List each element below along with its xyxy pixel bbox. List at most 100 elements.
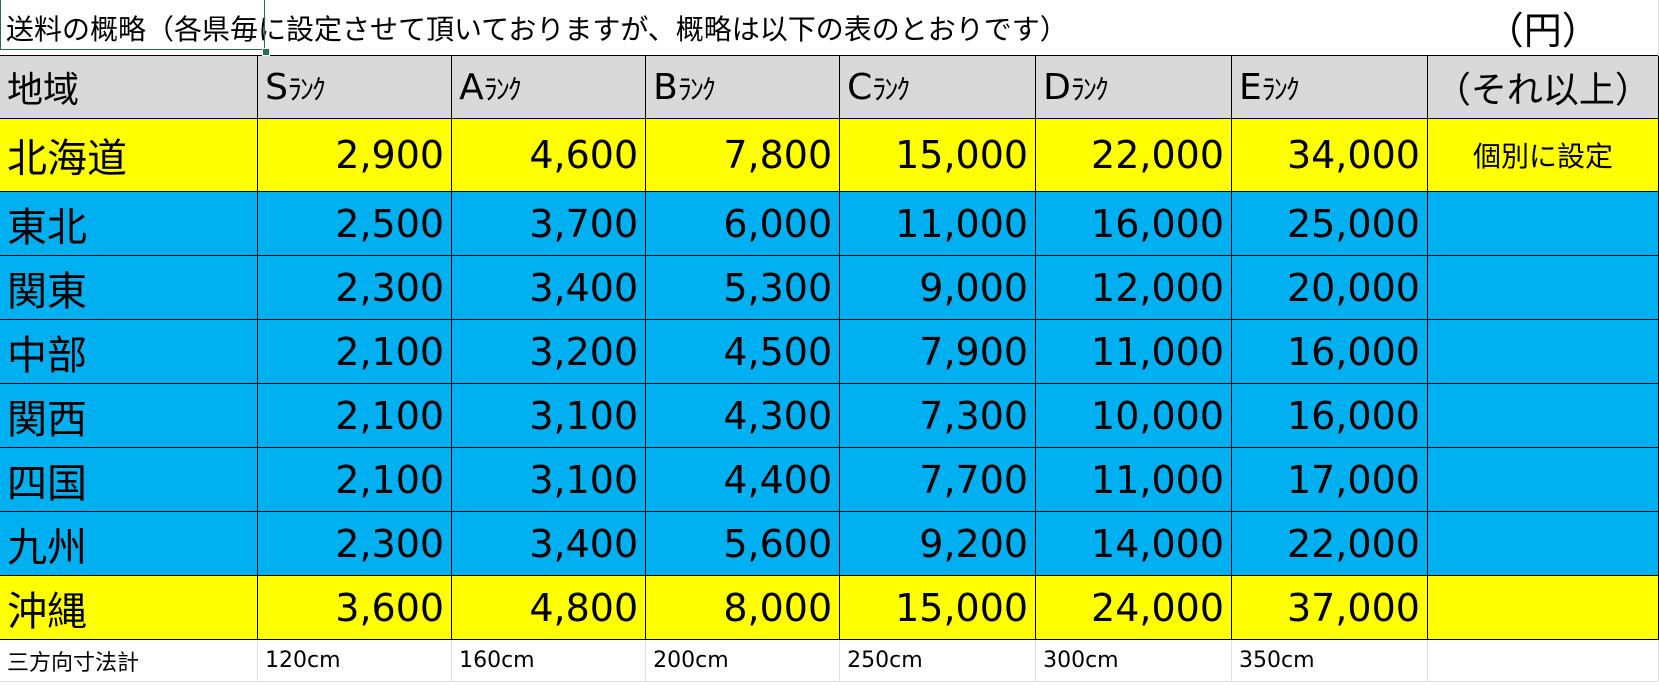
note-cell[interactable] [1426,319,1659,384]
fee-cell[interactable]: 9,000 [839,255,1037,320]
fee-cell[interactable]: 37,000 [1231,575,1428,640]
fee-cell[interactable]: 9,200 [839,511,1037,576]
fee-cell[interactable]: 11,000 [1035,447,1232,512]
size-cell[interactable]: 250cm [839,639,1037,682]
fee-cell[interactable]: 7,800 [645,118,841,192]
header-rank-b[interactable]: Bﾗﾝｸ [645,55,841,119]
fee-cell[interactable]: 24,000 [1035,575,1232,640]
note-cell[interactable]: 個別に設定 [1426,118,1659,192]
fee-cell[interactable]: 16,000 [1231,319,1428,384]
region-cell[interactable]: 中部 [0,319,259,384]
fee-cell[interactable]: 4,500 [645,319,841,384]
note-cell[interactable] [1426,255,1659,320]
unit-label[interactable]: （円） [1427,0,1659,56]
rank-letter: D [1043,66,1071,108]
size-cell[interactable]: 300cm [1035,639,1232,682]
fee-cell[interactable]: 25,000 [1231,191,1428,256]
fee-cell[interactable]: 20,000 [1231,255,1428,320]
region-cell[interactable]: 沖縄 [0,575,259,640]
table-row: 北海道 2,900 4,600 7,800 15,000 22,000 34,0… [0,118,1659,192]
region-cell[interactable]: 九州 [0,511,259,576]
table-row: 九州 2,300 3,400 5,600 9,200 14,000 22,000 [0,511,1659,576]
fee-cell[interactable]: 6,000 [645,191,841,256]
fee-cell[interactable]: 16,000 [1231,383,1428,448]
header-rank-e[interactable]: Eﾗﾝｸ [1231,55,1428,119]
note-cell[interactable] [1426,191,1659,256]
fee-cell[interactable]: 16,000 [1035,191,1232,256]
fee-cell[interactable]: 4,300 [645,383,841,448]
header-region[interactable]: 地域 [0,55,259,119]
header-above[interactable]: （それ以上） [1426,55,1659,119]
fill-handle[interactable] [262,48,270,56]
fee-cell[interactable]: 3,400 [451,255,647,320]
region-cell[interactable]: 四国 [0,447,259,512]
note-cell[interactable] [1426,447,1659,512]
fee-cell[interactable]: 7,900 [839,319,1037,384]
region-cell[interactable]: 東北 [0,191,259,256]
size-cell[interactable]: 200cm [645,639,841,682]
empty-cell[interactable] [1427,639,1659,682]
fee-cell[interactable]: 7,300 [839,383,1037,448]
fee-cell[interactable]: 2,100 [257,383,453,448]
note-cell[interactable] [1426,383,1659,448]
fee-cell[interactable]: 22,000 [1035,118,1232,192]
rank-kana: ﾗﾝｸ [1070,72,1109,106]
fee-cell[interactable]: 22,000 [1231,511,1428,576]
region-cell[interactable]: 関西 [0,383,259,448]
region-cell[interactable]: 関東 [0,255,259,320]
fee-cell[interactable]: 3,200 [451,319,647,384]
table-row: 関東 2,300 3,400 5,300 9,000 12,000 20,000 [0,255,1659,320]
header-row: 地域 Sﾗﾝｸ Aﾗﾝｸ Bﾗﾝｸ Cﾗﾝｸ Dﾗﾝｸ Eﾗﾝｸ （それ以上） [0,55,1659,119]
region-cell[interactable]: 北海道 [0,118,259,192]
table-row: 四国 2,100 3,100 4,400 7,700 11,000 17,000 [0,447,1659,512]
fee-cell[interactable]: 15,000 [839,118,1037,192]
fee-cell[interactable]: 4,600 [451,118,647,192]
fee-cell[interactable]: 14,000 [1035,511,1232,576]
cell-selection-border [0,0,265,50]
fee-cell[interactable]: 11,000 [1035,319,1232,384]
note-cell[interactable] [1426,575,1659,640]
fee-cell[interactable]: 34,000 [1231,118,1428,192]
footer-label[interactable]: 三方向寸法計 [0,639,259,682]
header-rank-a[interactable]: Aﾗﾝｸ [451,55,647,119]
fee-cell[interactable]: 4,400 [645,447,841,512]
fee-cell[interactable]: 3,600 [257,575,453,640]
sheet-title[interactable]: 送料の概略（各県毎に設定させて頂いておりますが、概略は以下の表のとおりです） [6,12,1068,46]
fee-cell[interactable]: 15,000 [839,575,1037,640]
fee-cell[interactable]: 3,100 [451,383,647,448]
fee-cell[interactable]: 3,100 [451,447,647,512]
fee-cell[interactable]: 5,600 [645,511,841,576]
fee-cell[interactable]: 7,700 [839,447,1037,512]
fee-cell[interactable]: 2,100 [257,319,453,384]
header-rank-d[interactable]: Dﾗﾝｸ [1035,55,1232,119]
header-rank-s[interactable]: Sﾗﾝｸ [257,55,453,119]
rank-letter: B [653,66,678,108]
rank-kana: ﾗﾝｸ [677,72,716,106]
fee-cell[interactable]: 4,800 [451,575,647,640]
title-row: 送料の概略（各県毎に設定させて頂いておりますが、概略は以下の表のとおりです） （… [0,0,1659,56]
fee-cell[interactable]: 2,500 [257,191,453,256]
note-cell[interactable] [1426,511,1659,576]
rank-kana: ﾗﾝｸ [287,72,326,106]
fee-cell[interactable]: 10,000 [1035,383,1232,448]
fee-cell[interactable]: 2,300 [257,255,453,320]
fee-cell[interactable]: 2,100 [257,447,453,512]
rank-letter: C [847,66,873,108]
fee-cell[interactable]: 3,400 [451,511,647,576]
fee-cell[interactable]: 5,300 [645,255,841,320]
size-cell[interactable]: 160cm [451,639,647,682]
fee-cell[interactable]: 8,000 [645,575,841,640]
table-row: 東北 2,500 3,700 6,000 11,000 16,000 25,00… [0,191,1659,256]
fee-cell[interactable]: 17,000 [1231,447,1428,512]
rank-letter: E [1239,66,1262,108]
size-cell[interactable]: 350cm [1231,639,1428,682]
header-rank-c[interactable]: Cﾗﾝｸ [839,55,1037,119]
rank-kana: ﾗﾝｸ [1261,72,1300,106]
size-cell[interactable]: 120cm [257,639,453,682]
fee-cell[interactable]: 3,700 [451,191,647,256]
fee-cell[interactable]: 12,000 [1035,255,1232,320]
fee-cell[interactable]: 2,900 [257,118,453,192]
fee-cell[interactable]: 2,300 [257,511,453,576]
fee-cell[interactable]: 11,000 [839,191,1037,256]
